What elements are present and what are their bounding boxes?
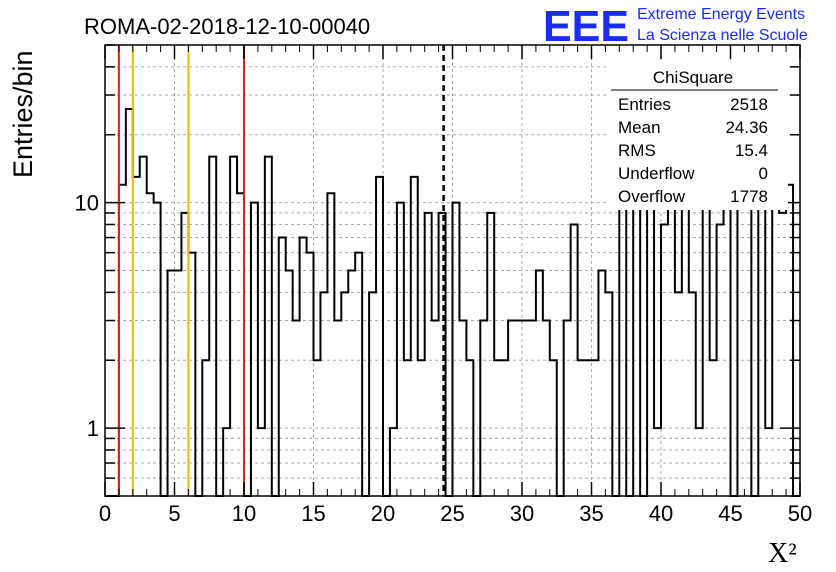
stats-row-label: RMS — [618, 141, 656, 160]
histogram-bin — [209, 157, 216, 496]
histogram-bin — [647, 170, 654, 496]
histogram-bin — [334, 321, 341, 496]
y-axis-ticks: 1 10 — [75, 44, 800, 497]
y-tick-label: 10 — [75, 191, 99, 216]
histogram-bin — [265, 157, 272, 496]
x-tick-label: 35 — [579, 501, 603, 526]
stats-row-value: 0 — [759, 164, 768, 183]
y-tick-label: 1 — [87, 416, 99, 441]
histogram-bin — [689, 292, 696, 496]
histogram-bin — [175, 271, 182, 497]
histogram-bin — [425, 213, 432, 496]
histogram-bin — [432, 321, 439, 496]
x-tick-label: 25 — [440, 501, 464, 526]
histogram-bin — [181, 213, 188, 496]
histogram-bin — [341, 292, 348, 496]
histogram-bin — [675, 292, 682, 496]
histogram-bin — [598, 271, 605, 497]
y-axis-label: Entries/bin — [8, 50, 38, 178]
stats-rows: Entries 2518 Mean 24.36 RMS 15.4 Underflow 0 Ove… — [618, 95, 768, 206]
histogram-bin — [605, 292, 612, 496]
histogram-bin — [529, 321, 536, 496]
stats-row-value: 24.36 — [725, 118, 768, 137]
stats-row-value: 15.4 — [735, 141, 768, 160]
chart-title: ROMA-02-2018-12-10-00040 — [84, 14, 370, 39]
histogram-bin — [453, 203, 460, 496]
histogram-bin — [487, 213, 494, 496]
x-tick-label: 0 — [99, 501, 111, 526]
histogram-bin — [515, 321, 522, 496]
histogram-bin — [355, 253, 362, 496]
x-tick-label: 30 — [510, 501, 534, 526]
histogram-bin — [307, 253, 314, 496]
histogram-bin — [772, 193, 779, 496]
histogram-bin — [154, 203, 161, 496]
eee-logo-line1: Extreme Energy Events — [637, 6, 805, 23]
histogram-bin — [536, 271, 543, 497]
eee-logo-mark: EEE — [543, 2, 629, 51]
histogram-bin — [397, 203, 404, 496]
histogram-bin — [724, 193, 731, 496]
eee-logo-line2: La Scienza nelle Scuole — [637, 27, 808, 44]
histogram-bin — [779, 213, 786, 496]
stats-title: ChiSquare — [653, 68, 733, 87]
histogram-bin — [348, 271, 355, 497]
x-tick-label: 45 — [718, 501, 742, 526]
histogram-bin — [703, 193, 710, 496]
histogram-bin — [293, 321, 300, 496]
x-tick-label: 5 — [168, 501, 180, 526]
histogram-bin — [279, 238, 286, 496]
histogram-bin — [369, 292, 376, 496]
x-tick-label: 20 — [371, 501, 395, 526]
stats-row-label: Mean — [618, 118, 661, 137]
x-tick-label: 10 — [232, 501, 256, 526]
histogram-bin — [140, 157, 147, 496]
x-tick-label: 40 — [649, 501, 673, 526]
histogram-bin — [168, 271, 175, 497]
x-axis-ticks: 0 5 10 15 20 25 30 35 40 45 50 — [99, 45, 812, 526]
x-tick-label: 15 — [301, 501, 325, 526]
histogram-bin — [300, 238, 307, 496]
stats-row-value: 2518 — [730, 95, 768, 114]
histogram-bin — [522, 321, 529, 496]
histogram-bin — [188, 253, 195, 496]
histogram-bin — [327, 193, 334, 496]
stats-row-label: Underflow — [618, 164, 695, 183]
histogram-bin — [619, 170, 626, 496]
histogram-bin — [147, 193, 154, 496]
histogram-bin — [251, 203, 258, 496]
reference-lines — [117, 45, 445, 496]
histogram-bin — [119, 185, 126, 496]
stats-row-value: 1778 — [730, 187, 768, 206]
histogram-bin — [543, 321, 550, 496]
histogram-bin — [320, 292, 327, 496]
x-tick-label: 50 — [788, 501, 812, 526]
histogram-bin — [564, 321, 571, 496]
stats-row-label: Entries — [618, 95, 671, 114]
histogram-bin — [230, 157, 237, 496]
histogram-bin — [459, 321, 466, 496]
stats-row-label: Overflow — [618, 187, 686, 206]
histogram-bin — [286, 271, 293, 497]
histogram-bin — [737, 185, 744, 496]
x-axis-label: X² — [768, 538, 797, 569]
histogram-bin — [508, 321, 515, 496]
eee-logo: EEE Extreme Energy Events La Scienza nel… — [543, 2, 808, 51]
histogram-bin — [668, 203, 675, 496]
histogram-bin — [480, 321, 487, 496]
stats-box: ChiSquare Entries 2518 Mean 24.36 RMS 15.4 Und… — [608, 62, 788, 210]
histogram-bin — [237, 193, 244, 496]
histogram-bin — [682, 193, 689, 496]
